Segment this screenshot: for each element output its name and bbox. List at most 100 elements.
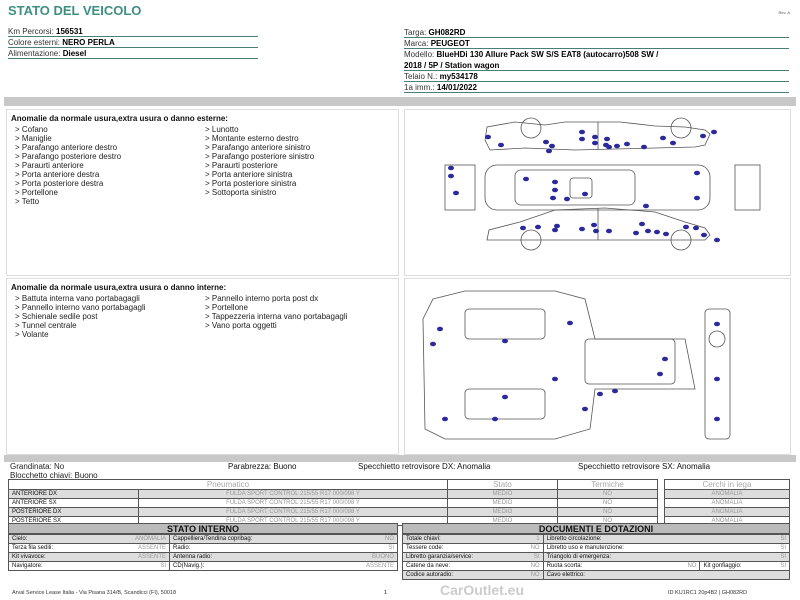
damage-marker	[592, 140, 598, 146]
field-label: Kit vivavoce:	[8, 552, 99, 562]
rim-status: ANOMALIA	[664, 507, 790, 517]
kv-row: Catene da neve: NO Ruota scorta: NO Kit gonf…	[401, 561, 791, 571]
documenti-title: DOCUMENTI E DOTAZIONI	[402, 523, 790, 534]
color-row: Colore esterni: NERO PERLA	[8, 37, 258, 48]
anomaly-item: > Cofano	[15, 125, 48, 134]
page-title: STATO DEL VEICOLO	[8, 3, 142, 18]
damage-marker	[660, 135, 666, 141]
exterior-anomalies-panel: Anomalie da normale usura,extra usura o …	[6, 109, 399, 276]
field-value: ASSENTE	[98, 552, 171, 562]
field-label: Radio:	[169, 543, 333, 553]
damage-marker	[711, 129, 717, 135]
tyres-table: Pneumatico Stato Termiche ANTERIORE DX FULDA…	[8, 479, 658, 526]
interior-list-col1: > Battuta interna vano portabagagli > Pan…	[15, 294, 205, 339]
anomaly-item: > Sottoporta sinistro	[205, 188, 277, 197]
field-label: Antenna radio:	[169, 552, 333, 562]
modello-row: Modello: BlueHDi 130 Allure Pack SW S/S …	[404, 49, 789, 60]
summary-left: Grandinata: No Blocchetto chiavi: Buono	[10, 462, 98, 480]
field-value: NO	[518, 561, 544, 571]
tyre-model: FULDA SPORT CONTROL 215/55 R17 000/098 Y	[138, 489, 448, 499]
tyre-position: POSTERIORE DX	[8, 507, 139, 517]
field-value: SI	[675, 552, 791, 562]
damage-marker	[498, 142, 504, 148]
page-number: 1	[384, 590, 388, 596]
anomaly-item: > Porta posteriore destra	[15, 179, 104, 188]
damage-marker	[592, 134, 598, 140]
field-label: Libretto garanzia/service:	[401, 552, 519, 562]
tyre-position: ANTERIORE DX	[8, 489, 139, 499]
field-label: Triangolo di emergenza:	[542, 552, 676, 562]
kv-row: Kit vivavoce: ASSENTE Antenna radio: BUONO	[8, 552, 399, 562]
field-label: Navigatore:	[8, 561, 99, 571]
exterior-diagram	[404, 109, 791, 276]
modello-value-2: 2018 / 5P / Station wagon	[404, 61, 500, 70]
rim-row: ANOMALIA	[664, 489, 790, 499]
divider-bar	[4, 97, 796, 106]
anomaly-item: > Tunnel centrale	[15, 321, 77, 330]
field-value: NO	[518, 543, 544, 553]
damage-marker	[612, 388, 618, 394]
field-value: NO	[675, 561, 701, 571]
tyre-model: FULDA SPORT CONTROL 215/55 R17 000/098 Y	[138, 498, 448, 508]
damage-marker	[654, 229, 660, 235]
field-label: Codice autoradio:	[401, 570, 519, 580]
exterior-heading: Anomalie da normale usura,extra usura o …	[11, 114, 228, 123]
kv-row: Totale chiavi: 1 Libretto circolazione: SI	[401, 534, 791, 544]
fuel-value: Diesel	[62, 49, 87, 58]
exterior-list-col2: > Lunotto > Montante esterno destro > Para…	[205, 125, 395, 206]
damage-marker	[633, 230, 639, 236]
footer-address: Arval Service Lease Italia - Via Pisana …	[12, 590, 177, 596]
field-label: CD(Navig.):	[169, 561, 333, 571]
field-label: Cielo:	[8, 534, 99, 544]
field-value: NO	[518, 570, 544, 580]
exterior-list-col1: > Cofano > Maniglie > Parafango anteriore …	[15, 125, 205, 206]
damage-marker	[597, 391, 603, 397]
anomaly-item: > Parafango anteriore sinistro	[205, 143, 311, 152]
tyre-position: ANTERIORE SX	[8, 498, 139, 508]
telaio-label: Telaio N.:	[404, 72, 438, 81]
damage-marker	[535, 224, 541, 230]
damage-marker	[552, 227, 558, 233]
damage-marker	[714, 416, 720, 422]
watermark-logo: CarOutlet.eu	[440, 582, 525, 598]
tyre-row: POSTERIORE SX FULDA SPORT CONTROL 215/55 …	[8, 516, 658, 526]
fuel-label: Alimentazione:	[8, 49, 61, 58]
damage-marker	[485, 134, 491, 140]
damage-marker	[606, 228, 612, 234]
km-label: Km Percorsi:	[8, 27, 54, 36]
kv-row: Codice autoradio: NO Cavo elettrico:	[401, 570, 791, 580]
field-value: SI	[332, 543, 399, 553]
anomaly-item: > Volante	[15, 330, 49, 339]
tyre-header-pneumatico: Pneumatico	[8, 479, 448, 490]
right-info: Targa: GH082RD Marca: PEUGEOT Modello: B…	[404, 27, 789, 93]
field-value: SI	[98, 561, 171, 571]
damage-marker	[694, 170, 700, 176]
damage-marker	[430, 341, 436, 347]
anomaly-item: > Battuta interna vano portabagagli	[15, 294, 140, 303]
field-value: ANOMALIA	[98, 534, 171, 544]
damage-marker	[714, 376, 720, 382]
damage-marker	[437, 326, 443, 332]
field-label: Terza fila sedili:	[8, 543, 99, 553]
imm-label: 1a imm.:	[404, 83, 435, 92]
field-label: Tessere code:	[401, 543, 519, 553]
damage-marker	[714, 321, 720, 327]
anomaly-item: > Portellone	[15, 188, 58, 197]
specchietto-dx: Specchietto retrovisore DX: Anomalia	[358, 462, 491, 471]
footer-id: ID KU1RC1 20p4B2 | GH082RD	[668, 590, 748, 596]
tyre-model: FULDA SPORT CONTROL 215/55 R17 000/098 Y	[138, 507, 448, 517]
damage-marker	[502, 338, 508, 344]
divider-bar-2	[4, 455, 796, 462]
damage-marker	[643, 203, 649, 209]
anomaly-item: > Parafango posteriore destro	[15, 152, 122, 161]
anomaly-item: > Porta anteriore destra	[15, 170, 100, 179]
documenti-section: DOCUMENTI E DOTAZIONI Totale chiavi: 1 Lib…	[401, 523, 791, 580]
specchietto-sx: Specchietto retrovisore SX: Anomalia	[578, 462, 711, 471]
imm-value: 14/01/2022	[436, 83, 477, 92]
damage-marker	[543, 139, 549, 145]
damage-marker	[714, 237, 720, 243]
marca-row: Marca: PEUGEOT	[404, 38, 789, 49]
damage-marker	[582, 191, 588, 197]
rim-row: ANOMALIA	[664, 507, 790, 517]
field-value: SI	[518, 552, 544, 562]
